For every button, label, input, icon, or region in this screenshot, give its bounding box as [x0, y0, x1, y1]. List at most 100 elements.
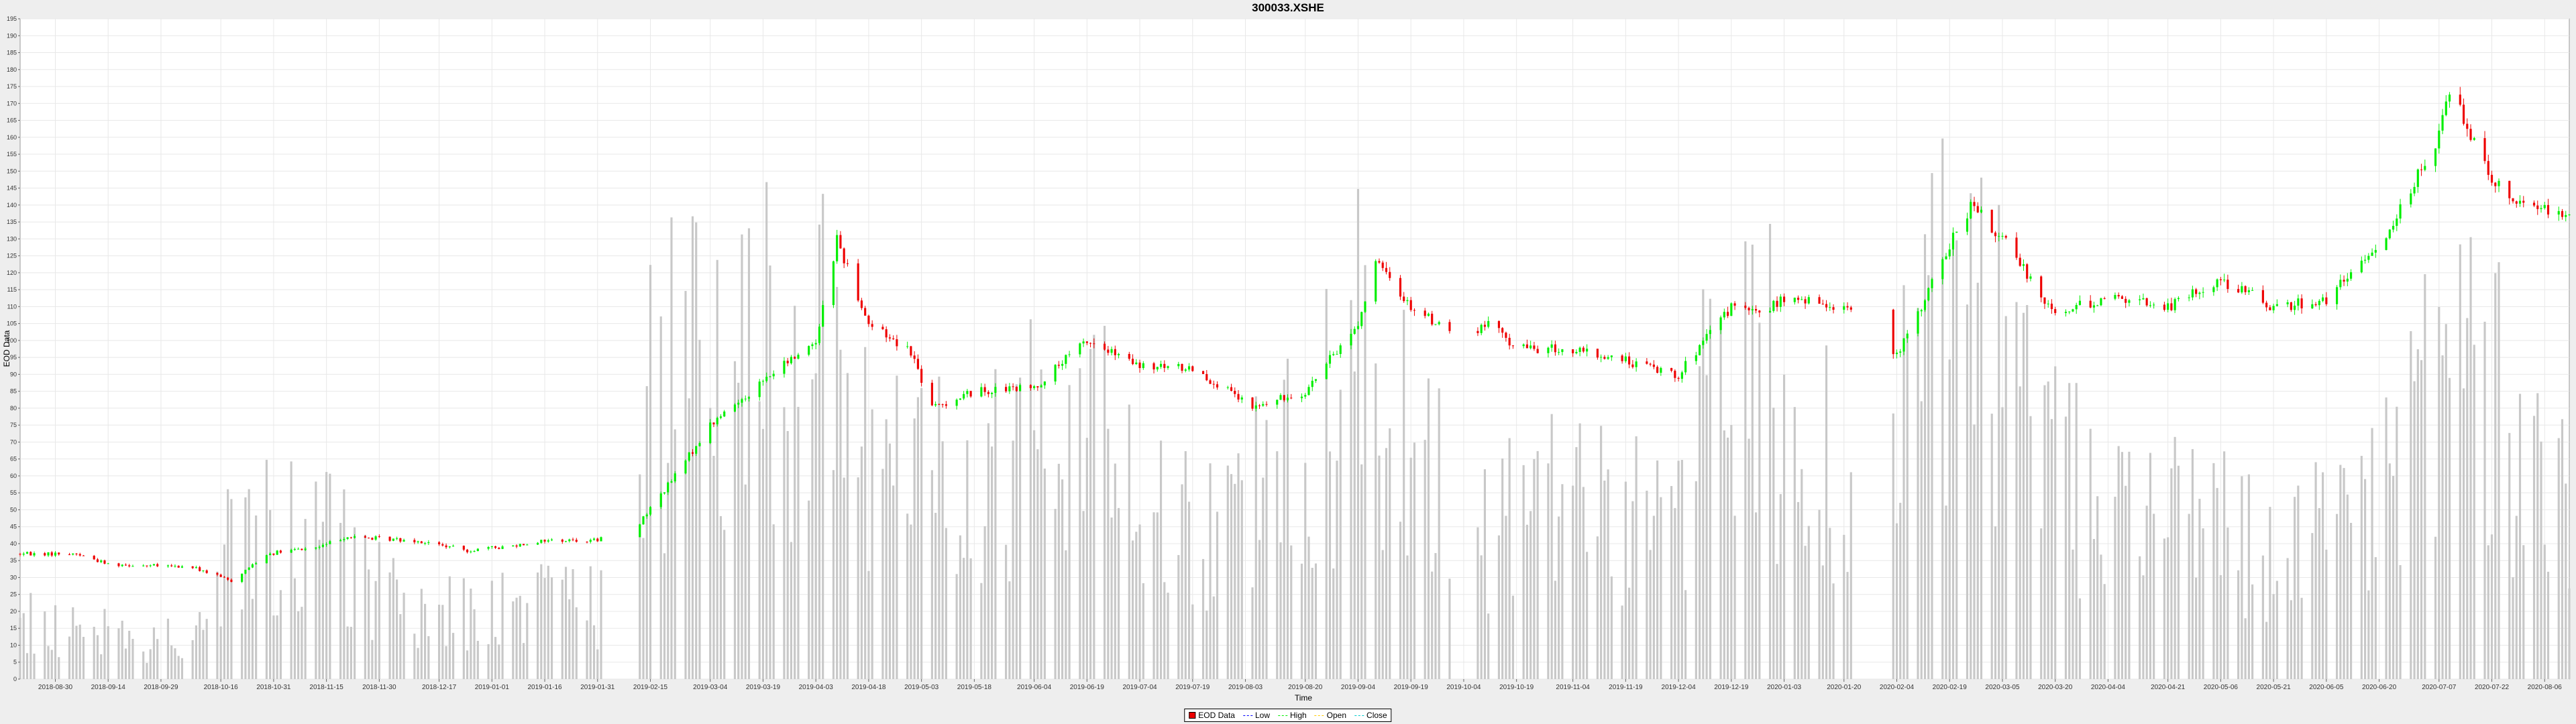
volume-bar [1117, 507, 1120, 679]
volume-bar [75, 625, 78, 679]
y-tick-label: 80 [10, 405, 17, 412]
candle-body [2522, 200, 2525, 203]
candle-body [1719, 317, 1722, 330]
candle-body [68, 554, 71, 556]
candle-body [2022, 264, 2025, 266]
candle-body [490, 546, 493, 548]
candle-body [695, 446, 698, 454]
candle-body [1237, 394, 1240, 400]
candle-body [758, 381, 761, 398]
volume-bar [2167, 537, 2169, 679]
volume-bar [378, 542, 380, 679]
y-tick-label: 30 [10, 574, 17, 581]
candle-body [2424, 166, 2426, 170]
volume-bar [1128, 404, 1130, 679]
y-tick-label: 110 [7, 303, 17, 310]
candle-body [2075, 304, 2078, 310]
candle-body [25, 552, 29, 554]
candle-body [2198, 292, 2201, 294]
volume-bar [1216, 511, 1219, 679]
candle-body [2216, 279, 2218, 288]
volume-bar [2004, 316, 2007, 679]
volume-bar [1424, 440, 1426, 679]
candle-body [1339, 345, 1342, 355]
volume-bar [2290, 600, 2292, 679]
candle-body [741, 399, 743, 403]
volume-bar [1304, 463, 1307, 679]
volume-bar [1276, 451, 1279, 679]
legend-item-low: Low [1242, 711, 1270, 720]
y-tick-label: 70 [10, 438, 17, 445]
x-tick-label: 2020-08-06 [2528, 684, 2563, 691]
legend-swatch-eod [1189, 712, 1196, 719]
candle-body [297, 548, 300, 550]
candle-body [1079, 343, 1081, 355]
volume-bar [1807, 526, 1810, 679]
candle-body [2561, 210, 2564, 217]
candle-body [1061, 363, 1064, 366]
volume-bar [783, 407, 786, 679]
x-tick-label: 2020-05-06 [2204, 684, 2239, 691]
candle-body [1364, 301, 1366, 312]
y-tick-label: 155 [7, 151, 17, 158]
volume-bar [892, 485, 895, 679]
candle-body [814, 343, 817, 345]
volume-bar [790, 542, 793, 679]
volume-bar [1733, 516, 1736, 679]
candle-body [1152, 363, 1155, 370]
volume-bar [930, 470, 933, 679]
candle-body [2396, 218, 2398, 226]
volume-bar [2532, 416, 2536, 679]
volume-bar [2128, 451, 2131, 679]
x-tick-label: 2019-02-15 [633, 684, 668, 691]
x-tick-label: 2020-03-20 [2038, 684, 2073, 691]
candle-body [1751, 309, 1754, 310]
volume-bar [737, 382, 740, 679]
candle-body [733, 404, 737, 412]
y-tick-label: 135 [7, 219, 17, 225]
candle-body [1561, 349, 1564, 353]
volume-bar [983, 526, 986, 679]
volume-bar [54, 605, 57, 679]
y-tick-label: 25 [10, 591, 17, 598]
candle-body [1159, 363, 1163, 367]
volume-bar [709, 408, 712, 679]
volume-bar [896, 375, 898, 679]
candle-body [2153, 304, 2155, 306]
candle-body [1796, 298, 1800, 300]
volume-bar [2445, 324, 2447, 679]
volume-bar [2487, 545, 2489, 679]
volume-bar [177, 656, 180, 679]
candle-body [2043, 297, 2046, 304]
volume-bar [1201, 558, 1205, 679]
volume-bar [329, 473, 331, 679]
candle-body [2565, 215, 2567, 217]
volume-bar [2413, 381, 2416, 679]
candle-body [716, 418, 718, 424]
volume-bar [1906, 337, 1909, 679]
volume-bar [2075, 383, 2078, 679]
volume-bar [2297, 485, 2300, 679]
candle-body [2374, 249, 2377, 253]
candle-body [2364, 259, 2367, 261]
volume-bar [2311, 533, 2314, 679]
candle-body [723, 411, 726, 417]
volume-bar [1994, 526, 1997, 679]
candle-body [2494, 182, 2497, 186]
volume-bar [568, 599, 571, 679]
volume-bar [1089, 349, 1092, 679]
volume-bar [1057, 463, 1060, 679]
candle-body [1142, 363, 1144, 369]
candle-body [293, 549, 296, 550]
x-tick-label: 2020-02-19 [1933, 684, 1968, 691]
x-tick-label: 2018-11-15 [309, 684, 343, 691]
volume-bar [1684, 590, 1687, 679]
volume-bar [2318, 507, 2320, 679]
volume-bar [374, 581, 377, 679]
candle-body [2241, 286, 2243, 293]
candle-body [1029, 385, 1032, 388]
x-tick-label: 2019-08-03 [1228, 684, 1263, 691]
volume-bar [836, 287, 839, 680]
candle-body [1138, 362, 1141, 369]
candle-body [2089, 300, 2092, 308]
